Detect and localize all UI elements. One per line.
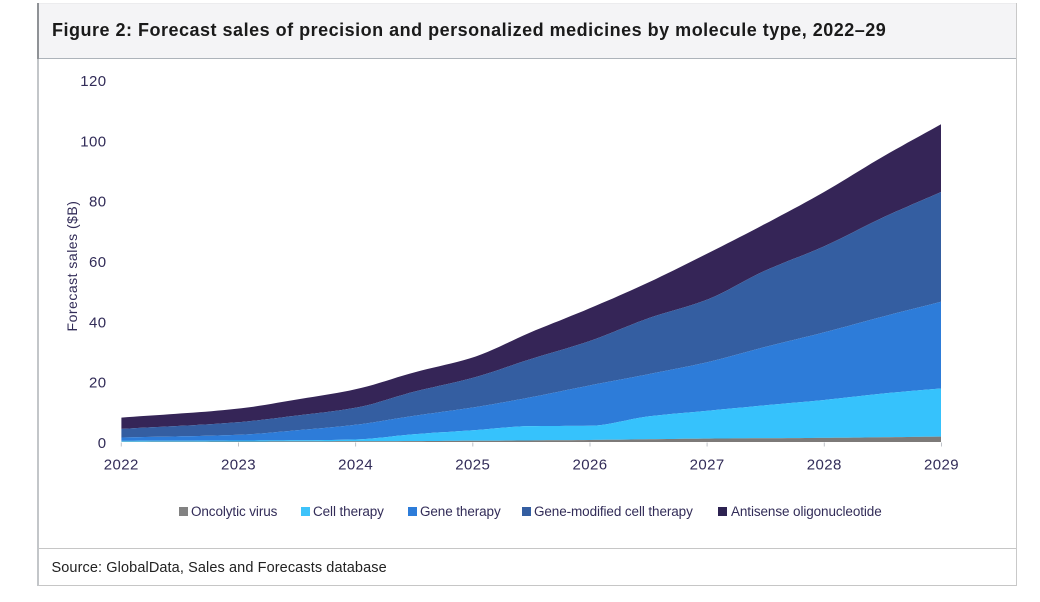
svg-text:Gene-modified cell therapy: Gene-modified cell therapy	[534, 504, 693, 519]
svg-text:2022: 2022	[104, 457, 139, 474]
svg-text:2023: 2023	[221, 457, 256, 474]
svg-text:120: 120	[80, 73, 106, 90]
svg-text:Cell therapy: Cell therapy	[313, 504, 384, 519]
svg-text:40: 40	[89, 314, 107, 331]
svg-text:80: 80	[89, 194, 107, 211]
svg-text:100: 100	[80, 133, 106, 150]
svg-text:2027: 2027	[690, 457, 725, 474]
svg-text:2024: 2024	[338, 457, 373, 474]
svg-text:2025: 2025	[455, 457, 490, 474]
svg-text:0: 0	[98, 435, 107, 452]
svg-text:60: 60	[89, 254, 107, 271]
svg-text:2029: 2029	[924, 457, 959, 474]
svg-text:2028: 2028	[807, 457, 842, 474]
svg-text:20: 20	[89, 375, 107, 392]
svg-text:2026: 2026	[573, 457, 608, 474]
svg-text:Antisense oligonucleotide: Antisense oligonucleotide	[731, 504, 882, 519]
svg-text:Gene therapy: Gene therapy	[420, 504, 501, 519]
svg-text:Oncolytic virus: Oncolytic virus	[191, 504, 278, 519]
